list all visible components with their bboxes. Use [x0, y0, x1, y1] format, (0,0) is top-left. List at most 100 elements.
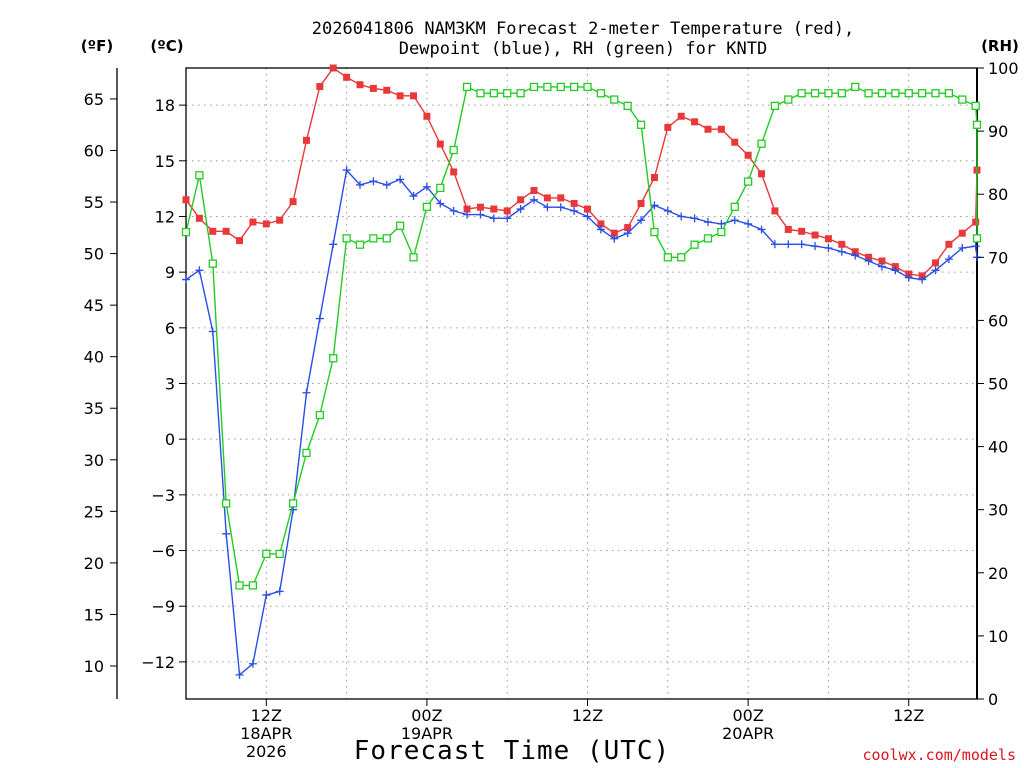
dewpoint-point — [583, 212, 592, 221]
rh-point — [342, 234, 351, 243]
x-tick-label: 00Z — [732, 706, 763, 725]
celsius-tick-label: −12 — [141, 653, 175, 672]
x-tick-label: 12Z — [572, 706, 603, 725]
rh-point — [222, 499, 231, 508]
rh-point — [315, 410, 324, 420]
temperature-point — [650, 173, 658, 181]
rh-point — [623, 101, 632, 111]
fahrenheit-tick-label: 25 — [84, 502, 104, 521]
temperature-point — [182, 196, 190, 204]
temperature-point — [383, 86, 391, 94]
dewpoint-point — [690, 214, 699, 223]
celsius-tick-label: 9 — [165, 263, 175, 282]
celsius-tick-label: 6 — [165, 319, 175, 338]
chart-subtitle: Dewpoint (blue), RH (green) for KNTD — [399, 39, 767, 59]
rh-point — [382, 234, 391, 243]
rh-point — [262, 549, 271, 559]
temperature-point — [677, 112, 685, 120]
dewpoint-point — [449, 206, 458, 215]
rh-point — [288, 499, 298, 508]
rh-point — [824, 89, 833, 98]
dewpoint-point — [382, 180, 391, 189]
series-layer — [181, 64, 982, 679]
rh-point — [972, 234, 982, 243]
dewpoint-point — [355, 180, 364, 189]
rh-point — [395, 221, 405, 230]
dewpoint-point — [877, 262, 886, 271]
rh-tick-label: 60 — [988, 311, 1008, 330]
temperature-point — [811, 231, 819, 239]
rh-point — [610, 95, 619, 104]
x-tick-label: 19APR — [401, 724, 453, 743]
dewpoint-point — [931, 266, 940, 275]
temperature-point — [289, 198, 297, 206]
temperature-point — [624, 224, 632, 232]
celsius-tick-label: 0 — [165, 430, 175, 449]
dewpoint-point — [476, 210, 485, 219]
fahrenheit-tick-label: 10 — [84, 657, 104, 676]
dewpoint-point — [556, 203, 565, 212]
dewpoint-point — [811, 242, 820, 251]
temperature-point — [784, 225, 792, 233]
dewpoint-point — [422, 182, 431, 191]
dewpoint-point — [208, 327, 217, 336]
rh-point — [877, 89, 887, 98]
dewpoint-point — [182, 275, 190, 284]
rh-point — [837, 89, 846, 98]
celsius-tick-label: −6 — [151, 542, 175, 561]
dewpoint-point — [918, 275, 927, 284]
rh-point — [275, 549, 284, 559]
rh-point — [931, 89, 940, 98]
rh-tick-label: 70 — [988, 248, 1008, 267]
rh-point — [944, 89, 954, 98]
rh-tick-label: 10 — [988, 627, 1008, 646]
rh-point — [596, 89, 606, 98]
rh-point — [730, 202, 739, 211]
dewpoint-point — [824, 244, 833, 253]
rh-point — [770, 101, 780, 111]
temperature-point — [758, 170, 766, 178]
rh-point — [703, 234, 713, 243]
tick-labels: 1815129630−3−6−9−12656055504540353025201… — [84, 59, 1019, 761]
fahrenheit-tick-label: 50 — [84, 245, 104, 264]
fahrenheit-unit-label: (ºF) — [81, 37, 113, 55]
temperature-point — [664, 123, 672, 131]
x-tick-label: 2026 — [246, 742, 287, 761]
temperature-point — [517, 196, 525, 204]
rh-point — [208, 259, 217, 268]
dewpoint-point — [516, 205, 525, 214]
dewpoint-point — [610, 234, 619, 243]
temperature-point — [222, 227, 230, 235]
celsius-tick-label: 18 — [155, 96, 175, 115]
temperature-point — [744, 151, 752, 159]
fahrenheit-tick-label: 20 — [84, 554, 104, 573]
dewpoint-point — [891, 266, 900, 275]
dewpoint-point — [396, 175, 405, 184]
celsius-tick-label: 12 — [155, 207, 175, 226]
temperature-point — [276, 216, 284, 224]
temperature-point — [476, 203, 484, 211]
rh-point — [690, 240, 699, 249]
dewpoint-point — [503, 214, 512, 223]
rh-point — [436, 183, 445, 193]
rh-tick-label: 0 — [988, 690, 998, 709]
rh-point — [543, 82, 552, 92]
dewpoint-point — [248, 659, 257, 668]
celsius-tick-label: −9 — [151, 597, 175, 616]
temperature-point — [195, 214, 203, 222]
dewpoint-point — [302, 388, 311, 397]
chart-title: 2026041806 NAM3KM Forecast 2-meter Tempe… — [312, 19, 854, 39]
dewpoint-point — [463, 210, 472, 219]
dewpoint-point — [529, 195, 538, 204]
dewpoint-point — [784, 240, 793, 249]
dewpoint-point — [315, 314, 324, 323]
dewpoint-point — [663, 206, 672, 215]
rh-tick-label: 30 — [988, 501, 1008, 520]
x-axis-title: Forecast Time (UTC) — [354, 736, 670, 766]
rh-point — [569, 82, 579, 92]
dewpoint-point — [369, 177, 378, 186]
rh-point — [717, 227, 726, 237]
dewpoint-series-line — [185, 168, 978, 677]
dewpoint-point — [703, 218, 712, 227]
